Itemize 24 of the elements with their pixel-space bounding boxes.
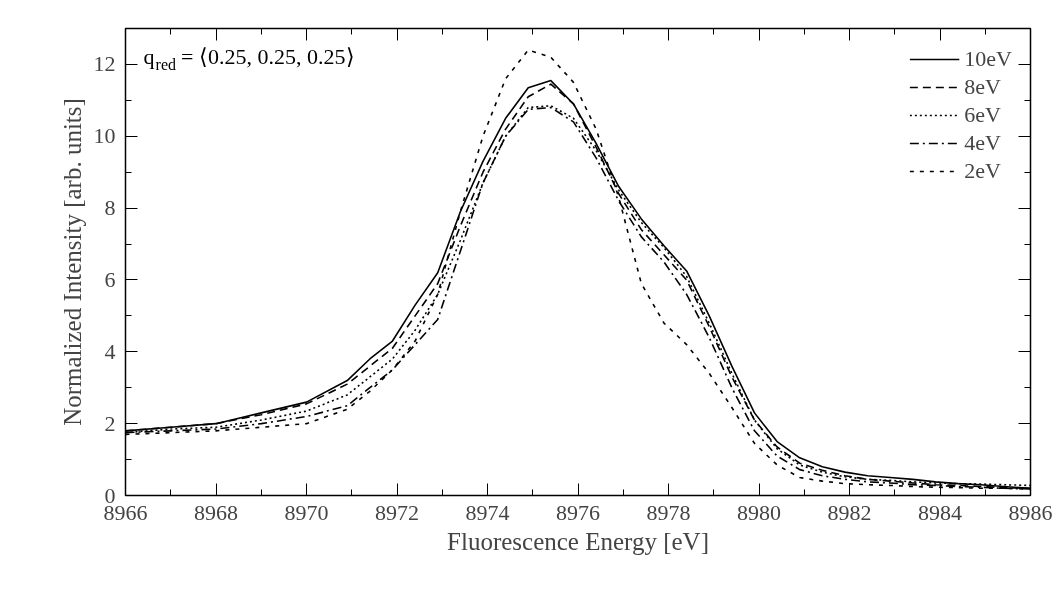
y-axis-title: Normalized Intensity [arb. units]: [58, 98, 86, 426]
y-tick-label: 12: [93, 51, 116, 77]
x-tick-label: 8968: [194, 499, 238, 525]
legend-label: 10eV: [964, 46, 1012, 72]
y-tick-label: 2: [104, 410, 116, 436]
x-tick-label: 8980: [737, 499, 781, 525]
y-tick-label: 4: [104, 338, 116, 364]
y-tick-label: 8: [104, 195, 116, 221]
x-tick-label: 8982: [827, 499, 872, 525]
annotation: q⃗red= ⟨0.25, 0.25, 0.25⟩: [143, 44, 355, 74]
x-tick-label: 8976: [556, 499, 600, 525]
y-tick-label: 10: [93, 123, 116, 149]
x-tick-label: 8972: [375, 499, 419, 525]
x-tick-label: 8978: [646, 499, 691, 525]
legend-label: 4eV: [964, 130, 1001, 156]
y-tick-label: 6: [104, 266, 116, 292]
x-tick-label: 8974: [465, 499, 510, 525]
x-tick-label: 8970: [284, 499, 329, 525]
x-tick-label: 8984: [918, 499, 962, 525]
legend-label: 6eV: [964, 102, 1001, 128]
x-axis-title: Fluorescence Energy [eV]: [447, 527, 709, 555]
legend-label: 2eV: [964, 158, 1001, 184]
x-tick-label: 8986: [1008, 499, 1053, 525]
legend-label: 8eV: [964, 74, 1001, 100]
